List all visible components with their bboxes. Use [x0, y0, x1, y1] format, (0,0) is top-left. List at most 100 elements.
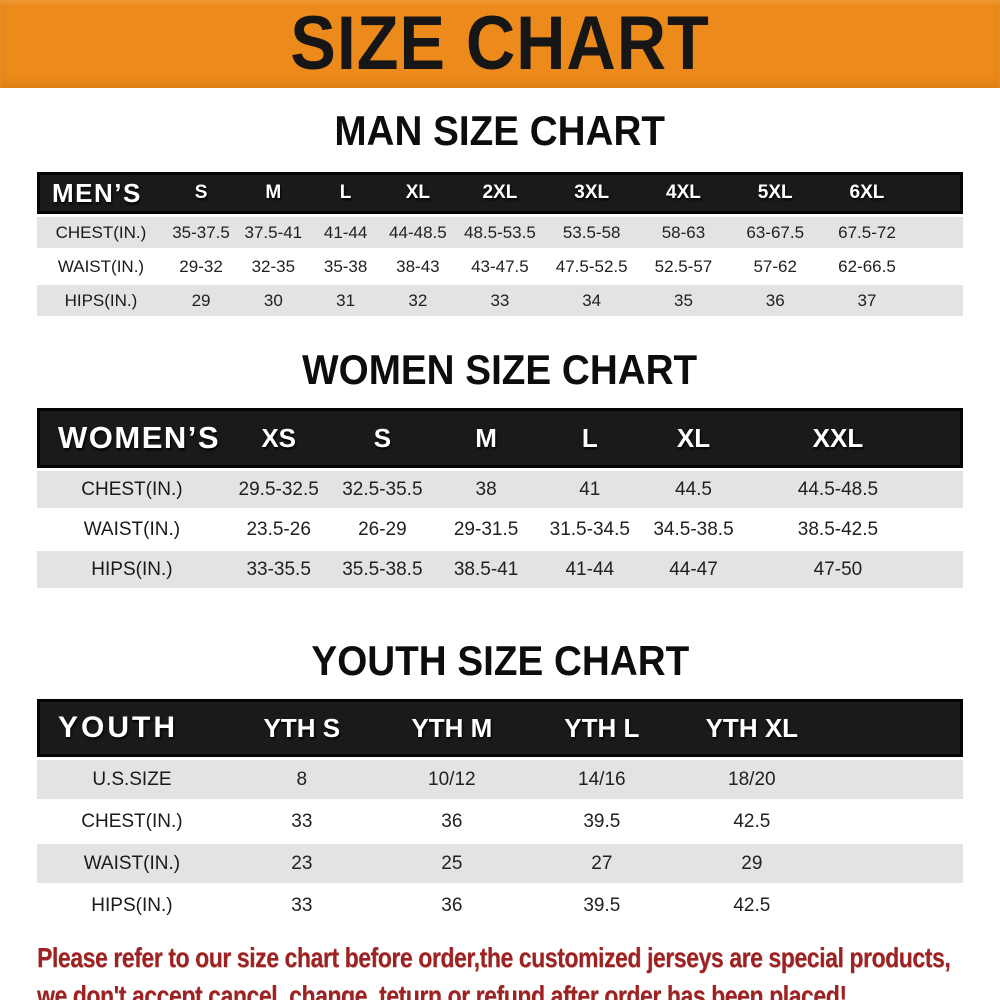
section-man: MAN SIZE CHART MEN’S S M L XL 2XL 3XL 4XL 5XL 6X…: [37, 108, 963, 316]
size-value: 18/20: [676, 757, 827, 799]
size-value: 29.5-32.5: [226, 468, 331, 508]
empty-cell: [930, 508, 963, 548]
footer-note-line-1-text: Please refer to our size chart before or…: [37, 942, 951, 973]
size-value: 29: [676, 841, 827, 883]
table-row: CHEST(IN.) 33 36 39.5 42.5: [37, 799, 963, 841]
size-value: 41-44: [309, 214, 382, 248]
youth-section-title-text: YOUTH SIZE CHART: [311, 637, 689, 684]
women-table-corner-label: WOMEN’S: [37, 408, 227, 468]
size-value: 36: [729, 282, 822, 316]
man-section-title-text: MAN SIZE CHART: [334, 107, 666, 154]
table-row: WAIST(IN.) 29-32 32-35 35-38 38-43 43-47.5 47.…: [37, 248, 963, 282]
column-header-l: L: [537, 408, 642, 468]
size-value: 35-37.5: [164, 214, 238, 248]
man-size-table: MEN’S S M L XL 2XL 3XL 4XL 5XL 6XL CHEST(IN.) 35-…: [37, 172, 963, 316]
size-value: 29: [164, 282, 238, 316]
column-header-2xl: 2XL: [454, 172, 546, 214]
size-value: 23: [226, 841, 377, 883]
empty-cell: [826, 841, 963, 883]
size-value: 62-66.5: [821, 248, 913, 282]
size-value: 39.5: [526, 883, 677, 925]
size-value: 47.5-52.5: [545, 248, 638, 282]
man-section-title: MAN SIZE CHART: [37, 108, 963, 154]
column-header-xxl: XXL: [745, 408, 931, 468]
column-header-3xl: 3XL: [545, 172, 638, 214]
size-value: 31: [309, 282, 382, 316]
row-label: CHEST(IN.): [37, 468, 227, 508]
row-label: CHEST(IN.): [37, 214, 165, 248]
size-value: 33: [226, 883, 377, 925]
size-chart-banner: SIZE CHART: [0, 0, 1000, 88]
women-section-title-text: WOMEN SIZE CHART: [302, 346, 698, 393]
size-value: 52.5-57: [637, 248, 730, 282]
column-header-6xl: 6XL: [821, 172, 913, 214]
youth-table-header-row: YOUTH YTH S YTH M YTH L YTH XL: [37, 699, 963, 757]
size-value: 44-48.5: [381, 214, 455, 248]
empty-header-cell: [826, 699, 963, 757]
empty-cell: [912, 214, 963, 248]
size-value: 32.5-35.5: [330, 468, 435, 508]
size-value: 47-50: [745, 548, 931, 588]
women-size-table: WOMEN’S XS S M L XL XXL CHEST(IN.) 29.5-32.5 32…: [37, 408, 963, 588]
table-row: CHEST(IN.) 35-37.5 37.5-41 41-44 44-48.5 48.5…: [37, 214, 963, 248]
size-value: 58-63: [637, 214, 730, 248]
table-row: HIPS(IN.) 33-35.5 35.5-38.5 38.5-41 41-44 44-…: [37, 548, 963, 588]
footer-note-line-2-text: we don't accept cancel, change, teturn o…: [37, 980, 847, 1000]
size-value: 42.5: [676, 883, 827, 925]
column-header-s: S: [164, 172, 238, 214]
column-header-xl: XL: [381, 172, 455, 214]
size-value: 27: [526, 841, 677, 883]
footer-note: Please refer to our size chart before or…: [37, 939, 1000, 1000]
women-section-title: WOMEN SIZE CHART: [37, 347, 963, 393]
women-table-header-row: WOMEN’S XS S M L XL XXL: [37, 408, 963, 468]
column-header-s: S: [330, 408, 435, 468]
size-value: 36: [376, 799, 527, 841]
size-value: 57-62: [729, 248, 822, 282]
size-value: 38: [434, 468, 538, 508]
empty-header-cell: [912, 172, 963, 214]
footer-note-line-1: Please refer to our size chart before or…: [37, 939, 1000, 977]
size-value: 34: [545, 282, 638, 316]
row-label: WAIST(IN.): [37, 508, 227, 548]
size-value: 25: [376, 841, 527, 883]
size-value: 35: [637, 282, 730, 316]
size-value: 67.5-72: [821, 214, 913, 248]
size-value: 37.5-41: [237, 214, 310, 248]
size-value: 29-31.5: [434, 508, 538, 548]
youth-table-corner-label: YOUTH: [37, 699, 227, 757]
size-value: 33-35.5: [226, 548, 331, 588]
empty-cell: [826, 799, 963, 841]
size-value: 29-32: [164, 248, 238, 282]
column-header-yth-l: YTH L: [526, 699, 677, 757]
column-header-xl: XL: [641, 408, 746, 468]
empty-cell: [912, 248, 963, 282]
column-header-5xl: 5XL: [729, 172, 822, 214]
row-label: HIPS(IN.): [37, 883, 227, 925]
table-row: WAIST(IN.) 23 25 27 29: [37, 841, 963, 883]
size-value: 23.5-26: [226, 508, 331, 548]
size-value: 43-47.5: [454, 248, 546, 282]
size-value: 53.5-58: [545, 214, 638, 248]
column-header-4xl: 4XL: [637, 172, 730, 214]
row-label: CHEST(IN.): [37, 799, 227, 841]
size-value: 41: [537, 468, 642, 508]
size-value: 30: [237, 282, 310, 316]
row-label: U.S.SIZE: [37, 757, 227, 799]
empty-cell: [930, 548, 963, 588]
size-value: 26-29: [330, 508, 435, 548]
size-value: 14/16: [526, 757, 677, 799]
size-value: 32-35: [237, 248, 310, 282]
size-value: 34.5-38.5: [641, 508, 746, 548]
size-value: 42.5: [676, 799, 827, 841]
youth-size-table: YOUTH YTH S YTH M YTH L YTH XL U.S.SIZE 8 10/…: [37, 699, 963, 925]
size-value: 37: [821, 282, 913, 316]
man-table-header-row: MEN’S S M L XL 2XL 3XL 4XL 5XL 6XL: [37, 172, 963, 214]
size-value: 31.5-34.5: [537, 508, 642, 548]
column-header-xs: XS: [226, 408, 331, 468]
size-value: 33: [454, 282, 546, 316]
empty-cell: [912, 282, 963, 316]
size-value: 10/12: [376, 757, 527, 799]
table-row: HIPS(IN.) 33 36 39.5 42.5: [37, 883, 963, 925]
size-value: 35-38: [309, 248, 382, 282]
